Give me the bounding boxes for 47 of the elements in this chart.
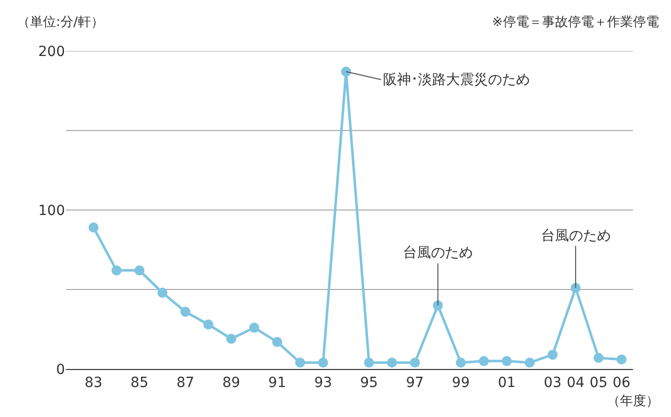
point	[594, 352, 604, 363]
point	[318, 358, 328, 368]
point	[249, 322, 260, 333]
point	[88, 222, 99, 232]
point	[226, 334, 236, 344]
y-axis-title: （単位:分/軒）	[17, 15, 104, 30]
y-tick-label: 0	[56, 362, 65, 378]
point	[112, 265, 122, 276]
y-tick-label: 200	[38, 44, 65, 60]
x-tick-label: 91	[268, 374, 286, 391]
x-tick-label: 04	[566, 374, 585, 391]
point	[364, 358, 374, 368]
x-tick-label: 01	[498, 374, 516, 391]
x-tick-label: 89	[222, 374, 240, 391]
annotation: 台風のため	[541, 228, 611, 244]
x-tick-label: 03	[544, 374, 562, 391]
point	[570, 282, 581, 293]
point	[548, 350, 558, 360]
x-tick-label: 87	[176, 374, 194, 391]
point	[410, 358, 420, 368]
point	[157, 288, 168, 298]
point	[341, 66, 352, 77]
point	[134, 265, 144, 276]
annotation: 阪神･淡路大震災のため	[383, 72, 530, 88]
x-tick-label: 85	[130, 374, 148, 391]
x-tick-label: 83	[84, 374, 102, 391]
x-tick-label: 97	[406, 374, 424, 391]
x-tick-label: 06	[612, 374, 631, 391]
point	[272, 336, 282, 347]
y-tick-label: 100	[38, 202, 65, 219]
point	[386, 358, 397, 368]
point	[478, 356, 489, 366]
x-tick-label: 05	[590, 374, 608, 391]
point	[456, 358, 466, 368]
point	[203, 319, 214, 330]
x-tick-label: 93	[314, 374, 332, 391]
point	[180, 306, 190, 317]
x-axis-title: （年度）	[607, 393, 659, 409]
text: ※停電＝事故停電＋作業停電	[492, 15, 659, 30]
annotation: 台風のため	[403, 245, 473, 261]
point	[502, 356, 512, 366]
point	[524, 358, 535, 368]
point	[432, 300, 443, 310]
x-tick-label: 99	[452, 374, 470, 391]
point	[616, 354, 627, 364]
x-tick-label: 95	[360, 374, 378, 391]
point	[295, 358, 306, 368]
